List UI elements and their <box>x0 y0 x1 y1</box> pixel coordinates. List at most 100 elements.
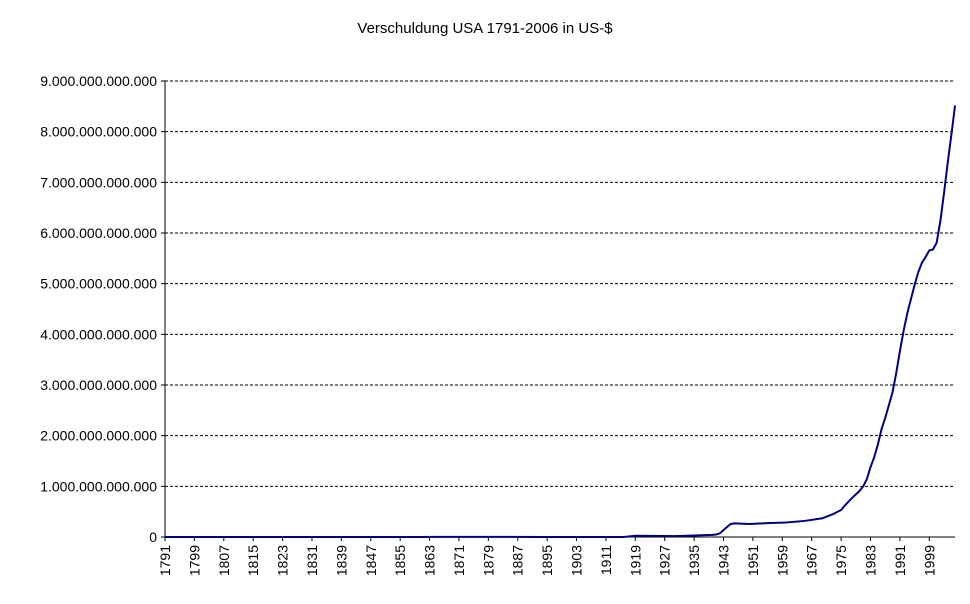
data-point <box>924 256 927 258</box>
data-point <box>917 271 920 274</box>
data-point <box>436 536 438 538</box>
data-point <box>902 330 905 332</box>
x-tick-label: 1895 <box>539 545 555 576</box>
x-tick-label: 1959 <box>774 545 790 576</box>
x-tick-label: 1791 <box>157 545 173 576</box>
x-tick-label: 1967 <box>804 545 820 576</box>
data-point <box>928 249 931 252</box>
data-point <box>491 536 493 538</box>
data-point <box>674 535 677 537</box>
data-point <box>939 220 942 223</box>
y-tick-label: 5.000.000.000.000 <box>40 276 157 292</box>
y-tick-label: 4.000.000.000.000 <box>40 326 157 342</box>
data-point <box>733 522 736 525</box>
x-tick-label: 1935 <box>686 545 702 576</box>
x-tick-label: 1983 <box>862 545 878 576</box>
x-tick-label: 1871 <box>451 545 467 576</box>
data-point <box>873 456 875 459</box>
x-tick-label: 1975 <box>833 545 849 576</box>
data-point <box>943 192 945 195</box>
x-tick-label: 1799 <box>186 545 202 576</box>
x-tick-label: 1887 <box>510 545 526 576</box>
x-tick-label: 1839 <box>333 545 349 576</box>
data-point <box>866 478 868 481</box>
data-point <box>803 520 806 522</box>
chart-title: Verschuldung USA 1791-2006 in US-$ <box>357 20 613 37</box>
y-tick-label: 0 <box>149 529 157 545</box>
data-point <box>726 526 728 528</box>
data-point <box>711 534 714 536</box>
series-layer <box>164 105 956 538</box>
x-axis-tick-labels: 1791 1799 1807 1815 1823 1831 1839 1847 1855 1863… <box>157 545 937 576</box>
data-point <box>601 536 604 538</box>
data-point <box>417 536 420 538</box>
data-point <box>538 536 541 538</box>
data-point <box>913 284 916 286</box>
x-tick-label: 1991 <box>892 545 908 576</box>
x-tick-label: 1879 <box>480 545 496 576</box>
data-point <box>766 522 769 524</box>
x-tick-label: 1807 <box>216 545 232 576</box>
x-tick-label: 1863 <box>422 545 438 576</box>
y-tick-label: 8.000.000.000.000 <box>40 124 157 140</box>
data-point <box>634 534 637 537</box>
y-tick-label: 2.000.000.000.000 <box>40 428 157 444</box>
data-point <box>693 534 695 537</box>
data-point <box>748 523 751 525</box>
data-point <box>935 241 938 244</box>
x-tick-label: 1943 <box>716 545 732 576</box>
y-axis-tick-labels: 0 1.000.000.000.000 2.000.000.000.000 3.000… <box>40 73 157 545</box>
data-point <box>832 512 835 515</box>
y-tick-label: 9.000.000.000.000 <box>40 73 157 89</box>
data-point <box>888 404 890 406</box>
x-tick-label: 1919 <box>627 545 643 576</box>
data-point <box>946 162 949 164</box>
axes-layer <box>161 80 955 541</box>
data-point <box>252 536 254 538</box>
y-tick-label: 7.000.000.000.000 <box>40 174 157 190</box>
data-point <box>880 428 883 431</box>
data-point <box>623 536 626 538</box>
x-tick-label: 1927 <box>657 545 673 576</box>
x-tick-label: 1903 <box>569 545 585 576</box>
x-tick-label: 1847 <box>363 545 379 576</box>
data-point <box>164 536 166 538</box>
data-point <box>891 391 894 394</box>
data-point <box>197 536 199 538</box>
x-tick-label: 1855 <box>392 545 408 576</box>
data-point <box>722 529 725 531</box>
data-point <box>877 443 879 446</box>
data-point <box>899 350 901 353</box>
data-point <box>719 532 721 535</box>
data-point <box>325 536 328 538</box>
data-point <box>910 298 912 301</box>
data-point <box>843 504 846 507</box>
data-point <box>895 372 898 374</box>
x-tick-label: 1999 <box>921 545 937 576</box>
data-point <box>785 521 787 524</box>
series-line-debt <box>165 105 956 538</box>
data-point <box>862 485 864 488</box>
x-tick-label: 1815 <box>245 545 261 576</box>
data-point <box>906 312 909 315</box>
data-point <box>884 417 886 419</box>
data-point <box>840 509 842 511</box>
y-tick-label: 6.000.000.000.000 <box>40 225 157 241</box>
data-point <box>851 497 853 499</box>
data-point <box>730 523 732 525</box>
data-point <box>869 466 872 469</box>
x-tick-label: 1823 <box>275 545 291 576</box>
y-tick-label: 3.000.000.000.000 <box>40 377 157 393</box>
x-tick-label: 1831 <box>304 545 320 576</box>
data-point <box>932 248 934 251</box>
x-tick-label: 1911 <box>598 545 614 575</box>
data-point <box>858 490 861 492</box>
data-point <box>821 517 824 519</box>
data-point <box>921 261 923 264</box>
x-tick-label: 1951 <box>745 545 761 576</box>
grid-layer <box>165 80 955 487</box>
data-point <box>954 105 956 107</box>
y-tick-label: 1.000.000.000.000 <box>40 478 157 494</box>
